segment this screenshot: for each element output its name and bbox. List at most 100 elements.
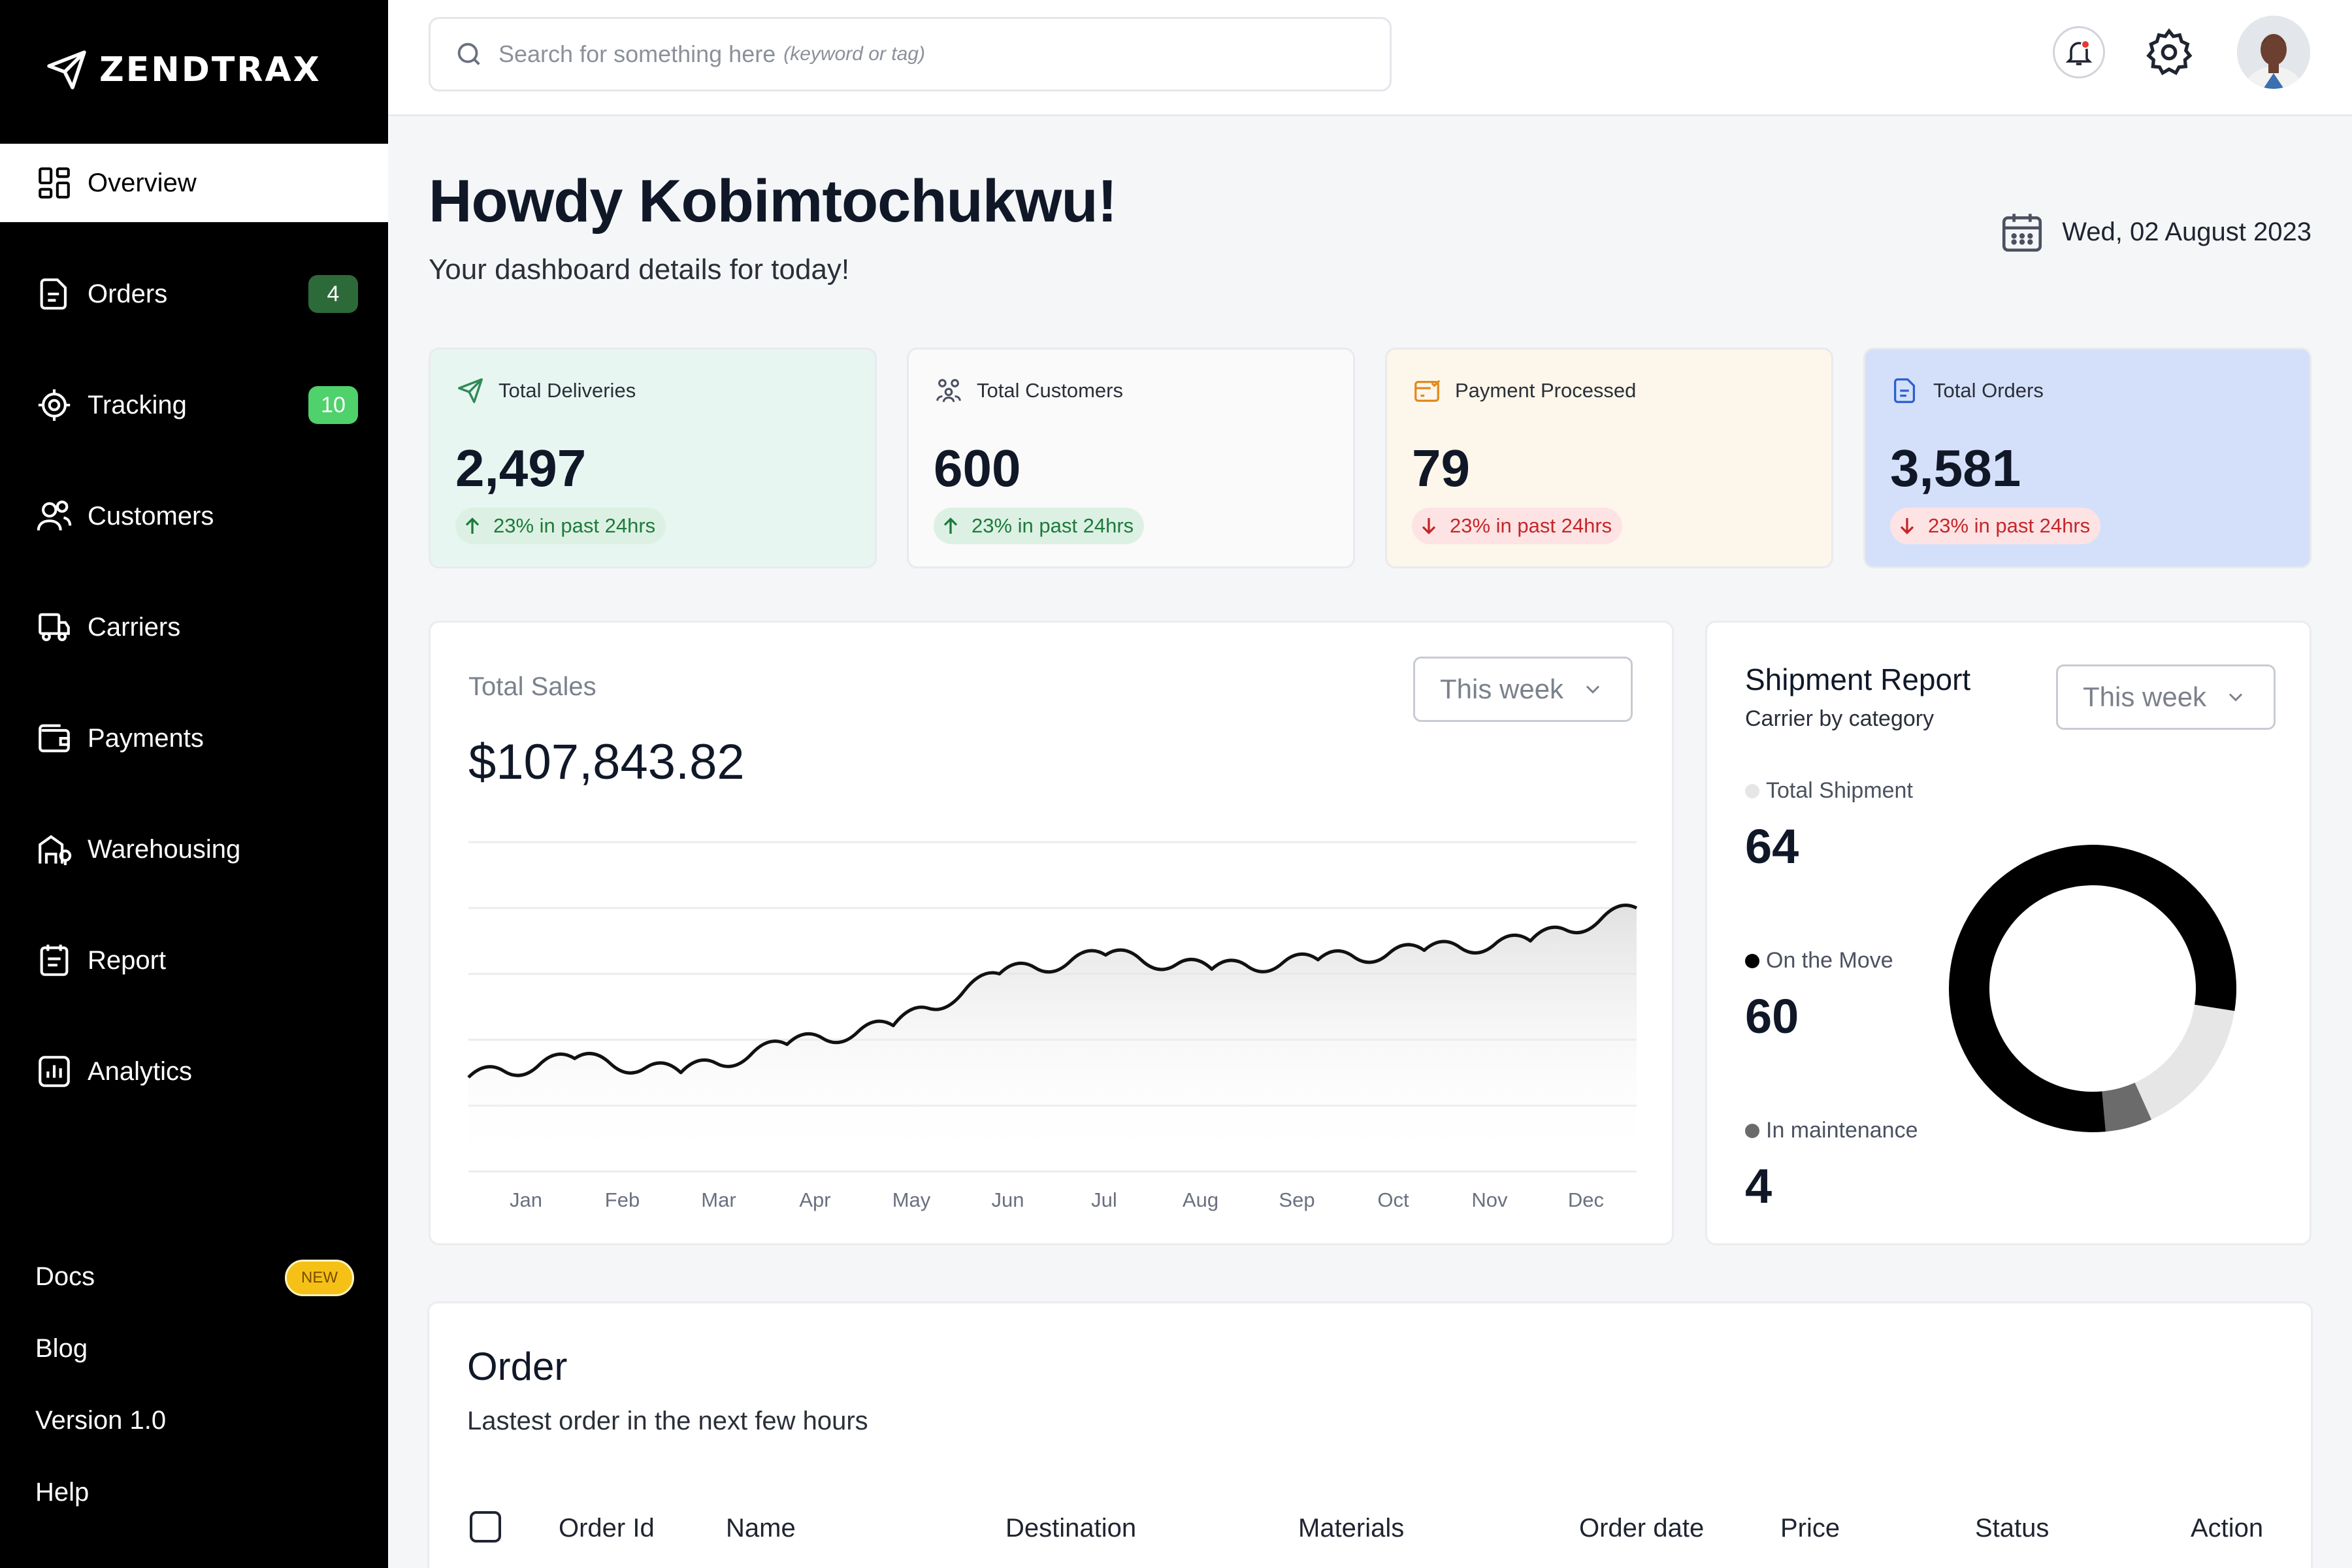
- x-tick-label: Mar: [701, 1188, 736, 1211]
- sales-area-chart: Jan Feb Mar Apr May Jun Jul Aug Sep Oct Nov Dec: [467, 841, 1638, 1211]
- dropdown-value: This week: [2083, 681, 2207, 712]
- sidebar-item-warehousing[interactable]: Warehousing: [0, 810, 388, 889]
- docs-link[interactable]: Docs: [35, 1262, 95, 1291]
- avatar-photo-icon: [2237, 16, 2310, 89]
- total-shipment-value: 64: [1745, 819, 1799, 874]
- order-table-panel: Order Lastest order in the next few hour…: [427, 1301, 2313, 1568]
- stat-label: Payment Processed: [1455, 379, 1637, 402]
- sidebar-item-label: Orders: [88, 279, 168, 308]
- sidebar-item-payments[interactable]: Payments: [0, 699, 388, 777]
- sidebar-item-label: Warehousing: [88, 834, 241, 864]
- trend-text: 23% in past 24hrs: [493, 514, 656, 537]
- sidebar-item-customers[interactable]: Customers: [0, 477, 388, 555]
- column-header-order-id[interactable]: Order Id: [559, 1514, 655, 1543]
- sales-period-dropdown[interactable]: This week: [1413, 657, 1633, 722]
- dropdown-value: This week: [1440, 674, 1564, 704]
- trend-badge: 23% in past 24hrs: [1412, 508, 1623, 544]
- x-tick-label: Aug: [1183, 1188, 1218, 1211]
- date-display: Wed, 02 August 2023: [1998, 208, 2311, 256]
- x-tick-label: May: [892, 1188, 931, 1211]
- sidebar-item-label: Analytics: [88, 1056, 193, 1086]
- settings-button[interactable]: [2143, 26, 2195, 78]
- stat-card-orders[interactable]: Total Orders 3,581 23% in past 24hrs: [1863, 348, 2311, 568]
- sidebar-item-analytics[interactable]: Analytics: [0, 1032, 388, 1111]
- sidebar-item-tracking[interactable]: Tracking 10: [0, 366, 388, 444]
- users-icon: [37, 500, 72, 531]
- trend-text: 23% in past 24hrs: [1450, 514, 1612, 537]
- tracking-count-badge: 10: [308, 386, 358, 424]
- legend-dot: [1745, 783, 1759, 798]
- paper-plane-logo-icon: [47, 50, 86, 90]
- brand-name: ZENDTRAX: [99, 50, 321, 90]
- sidebar-item-label: Customers: [88, 501, 214, 531]
- stat-value: 2,497: [455, 439, 587, 497]
- stat-label: Total Customers: [977, 379, 1123, 402]
- stat-value: 79: [1412, 439, 1470, 497]
- arrow-up-icon: [943, 517, 958, 534]
- legend-text: On the Move: [1766, 948, 1893, 973]
- brand-logo[interactable]: ZENDTRAX: [43, 47, 321, 93]
- x-tick-label: Jan: [510, 1188, 542, 1211]
- bar-chart-icon: [39, 1056, 70, 1087]
- sidebar-item-overview[interactable]: Overview: [0, 144, 388, 222]
- trend-badge: 23% in past 24hrs: [934, 508, 1145, 544]
- version-link[interactable]: Version 1.0: [35, 1406, 167, 1435]
- wallet-icon: [39, 724, 70, 753]
- trend-text: 23% in past 24hrs: [972, 514, 1134, 537]
- column-header-name[interactable]: Name: [726, 1514, 796, 1543]
- select-all-checkbox[interactable]: [470, 1511, 501, 1543]
- crosshair-icon: [38, 389, 71, 421]
- orders-count-badge: 4: [308, 275, 358, 313]
- stat-card-customers[interactable]: Total Customers 600 23% in past 24hrs: [907, 348, 1355, 568]
- stat-label: Total Deliveries: [498, 379, 636, 402]
- column-header-status[interactable]: Status: [1975, 1514, 2050, 1543]
- document-icon: [40, 278, 67, 310]
- sales-value: $107,843.82: [468, 734, 745, 790]
- legend-in-maintenance: In maintenance: [1745, 1118, 1918, 1143]
- shipment-period-dropdown[interactable]: This week: [2056, 664, 2276, 730]
- sales-area-fill: [468, 905, 1637, 1171]
- stat-card-deliveries[interactable]: Total Deliveries 2,497 23% in past 24hrs: [429, 348, 877, 568]
- x-tick-label: Nov: [1471, 1188, 1508, 1211]
- payment-card-icon: [1414, 380, 1441, 402]
- chevron-down-icon: [1586, 685, 1600, 694]
- column-header-action[interactable]: Action: [2191, 1514, 2264, 1543]
- order-title: Order: [467, 1345, 568, 1388]
- search-icon: [457, 42, 480, 65]
- page-title: Howdy Kobimtochukwu!: [429, 168, 1117, 235]
- sales-line: [467, 904, 1638, 1079]
- legend-text: Total Shipment: [1766, 778, 1913, 803]
- search-hint: (keyword or tag): [783, 43, 925, 65]
- page-subtitle: Your dashboard details for today!: [429, 253, 850, 286]
- truck-icon: [39, 613, 70, 642]
- sidebar-item-label: Payments: [88, 723, 204, 753]
- sidebar-item-report[interactable]: Report: [0, 921, 388, 1000]
- shipment-donut-chart: [1949, 845, 2236, 1132]
- arrow-up-icon: [465, 517, 480, 534]
- calendar-icon: [2002, 214, 2042, 252]
- donut-slice-remaining: [2134, 1004, 2235, 1120]
- new-badge: NEW: [285, 1260, 354, 1296]
- sales-label: Total Sales: [468, 672, 596, 701]
- shipment-title: Shipment Report: [1745, 662, 1971, 696]
- total-sales-panel: Total Sales $107,843.82 This week Jan Feb…: [429, 621, 1674, 1245]
- sidebar-item-label: Report: [88, 945, 167, 975]
- stat-label: Total Orders: [1933, 379, 2044, 402]
- stat-card-payments[interactable]: Payment Processed 79 23% in past 24hrs: [1385, 348, 1833, 568]
- report-icon: [40, 944, 69, 976]
- sidebar: ZENDTRAX Overview Orders 4 Tracking 10 C…: [0, 0, 388, 1568]
- notifications-button[interactable]: [2053, 26, 2105, 78]
- search-input[interactable]: Search for something here (keyword or ta…: [429, 17, 1392, 91]
- legend-on-the-move: On the Move: [1745, 948, 1893, 973]
- column-header-price[interactable]: Price: [1780, 1514, 1840, 1543]
- column-header-materials[interactable]: Materials: [1298, 1514, 1405, 1543]
- column-header-destination[interactable]: Destination: [1005, 1514, 1137, 1543]
- x-tick-label: Apr: [799, 1188, 830, 1211]
- blog-link[interactable]: Blog: [35, 1334, 88, 1363]
- user-avatar[interactable]: [2237, 16, 2310, 89]
- column-header-order-date[interactable]: Order date: [1579, 1514, 1705, 1543]
- bell-icon: [2065, 40, 2093, 65]
- help-link[interactable]: Help: [35, 1478, 90, 1507]
- sidebar-item-carriers[interactable]: Carriers: [0, 588, 388, 666]
- sidebar-item-orders[interactable]: Orders 4: [0, 255, 388, 333]
